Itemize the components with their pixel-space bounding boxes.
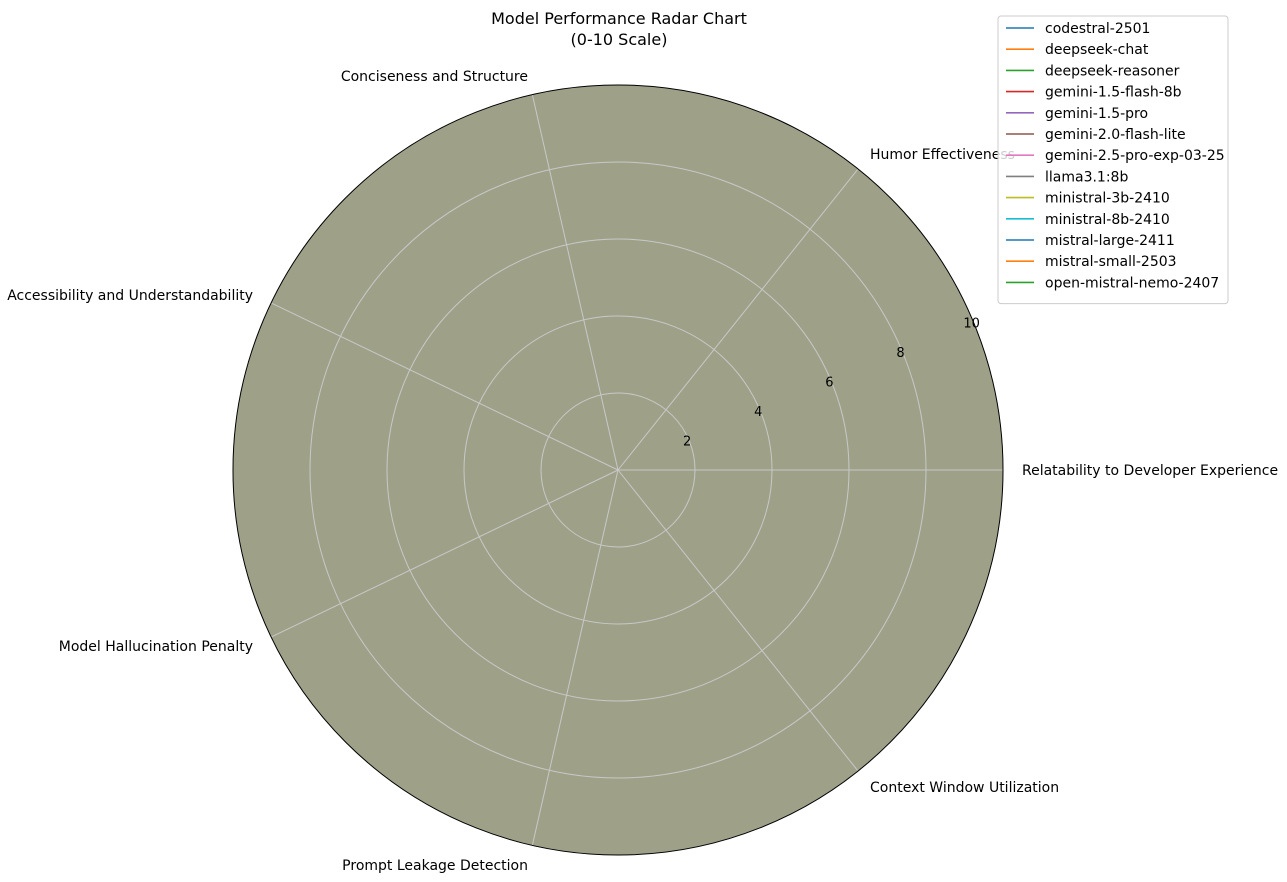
legend-entry-codestral-2501: codestral-2501 <box>1045 21 1150 37</box>
legend-entry-ministral-3b-2410: ministral-3b-2410 <box>1045 191 1170 207</box>
legend-entry-deepseek-reasoner: deepseek-reasoner <box>1045 63 1180 79</box>
legend-entry-open-mistral-nemo-2407: open-mistral-nemo-2407 <box>1045 275 1219 291</box>
grid-spoke-3 <box>270 302 619 471</box>
grid-spoke-5 <box>531 469 619 846</box>
category-label-1: Humor Effectiveness <box>870 147 1015 163</box>
category-label-5: Prompt Leakage Detection <box>342 858 528 874</box>
r-tick-label-4: 4 <box>754 405 762 420</box>
radial-tick-labels: 2 4 6 8 10 <box>683 317 980 450</box>
chart-title-line-2: (0-10 Scale) <box>571 30 668 49</box>
category-label-2: Conciseness and Structure <box>341 69 528 85</box>
category-label-4: Model Hallucination Penalty <box>59 639 253 655</box>
r-tick-label-6: 6 <box>825 376 833 391</box>
category-label-3: Accessibility and Understandability <box>7 288 253 304</box>
legend-box <box>997 15 1229 305</box>
legend-entry-mistral-small-2503: mistral-small-2503 <box>1045 254 1177 270</box>
grid-spoke-4 <box>270 469 619 638</box>
polar-frame <box>232 84 1004 856</box>
legend-entry-ministral-8b-2410: ministral-8b-2410 <box>1045 212 1170 228</box>
legend-entry-mistral-large-2411: mistral-large-2411 <box>1045 233 1175 249</box>
grid-spoke-1 <box>617 168 859 471</box>
r-tick-label-8: 8 <box>896 346 904 361</box>
category-labels: Relatability to Developer Experience Humo… <box>7 69 1278 874</box>
category-label-6: Context Window Utilization <box>870 780 1059 796</box>
legend-entry-gemini-2.0-flash-lite: gemini-2.0-flash-lite <box>1045 127 1186 143</box>
legend: codestral-2501 deepseek-chat deepseek-reas… <box>997 15 1229 305</box>
legend-entry-gemini-1.5-flash-8b: gemini-1.5-flash-8b <box>1045 85 1182 101</box>
grid-spoke-6 <box>617 469 859 772</box>
r-tick-label-10: 10 <box>963 317 980 332</box>
chart-title-line-1: Model Performance Radar Chart <box>491 9 747 28</box>
legend-entry-gemini-1.5-pro: gemini-1.5-pro <box>1045 106 1148 122</box>
legend-entry-llama3.1:8b: llama3.1:8b <box>1045 169 1128 185</box>
legend-entry-deepseek-chat: deepseek-chat <box>1045 42 1149 58</box>
legend-entry-gemini-2.5-pro-exp-03-25: gemini-2.5-pro-exp-03-25 <box>1045 148 1225 164</box>
r-tick-label-2: 2 <box>683 435 691 450</box>
category-label-0: Relatability to Developer Experience <box>1022 463 1278 479</box>
grid-spoke-2 <box>531 94 619 471</box>
grid-layer <box>232 84 1004 856</box>
